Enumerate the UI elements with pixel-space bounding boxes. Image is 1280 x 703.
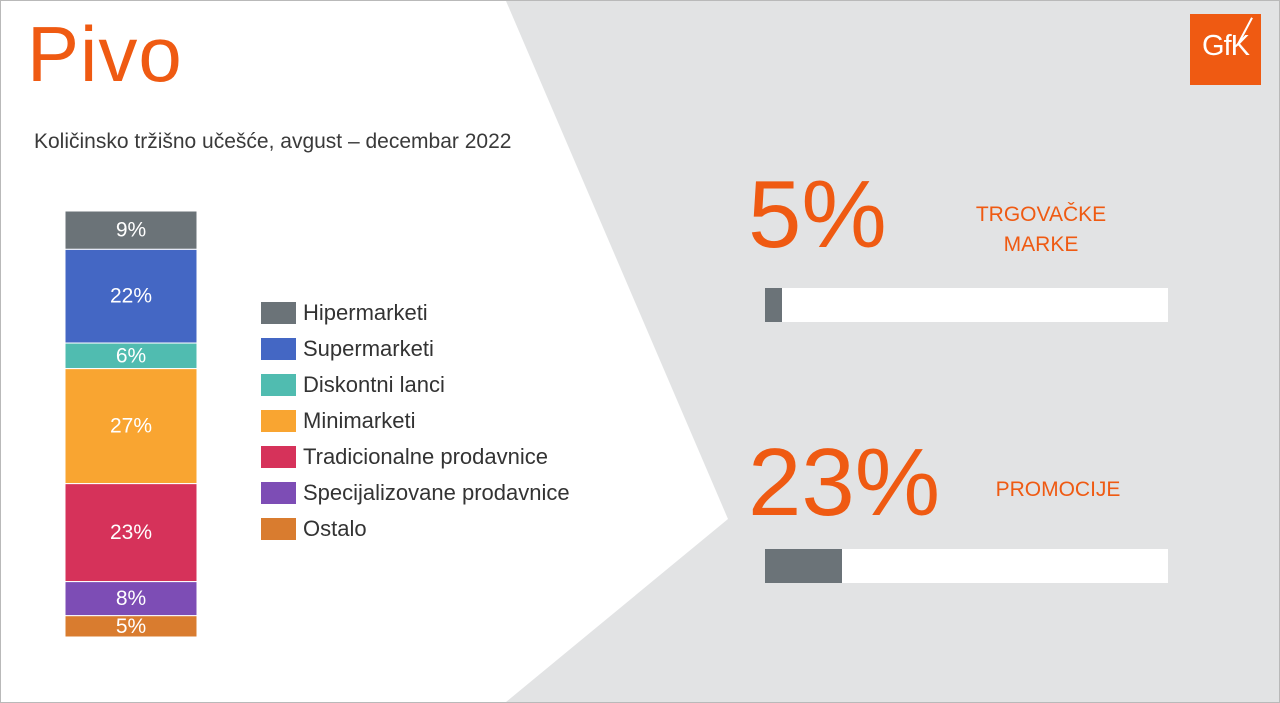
- stacked-bar-chart: 9% 22% 6% 27% 23% 8% 5%: [64, 210, 198, 638]
- legend-swatch: [261, 338, 296, 360]
- kpi-value-promotions: 23%: [748, 429, 941, 536]
- bar-segment-label: 5%: [116, 615, 146, 638]
- legend-label: Tradicionalne prodavnice: [303, 444, 548, 469]
- kpi-label-promotions: PROMOCIJE: [963, 475, 1153, 505]
- legend-swatch: [261, 518, 296, 540]
- legend-label: Ostalo: [303, 516, 367, 541]
- bar-segment-label: 8%: [116, 587, 146, 610]
- bar-segment-label: 22%: [110, 285, 152, 308]
- gfk-logo: GfK: [1190, 14, 1261, 85]
- logo-text: GfK: [1202, 30, 1250, 62]
- bar-segment-label: 27%: [110, 415, 152, 438]
- kpi-label-line: TRGOVAČKE: [975, 203, 1107, 226]
- bar-segment: [64, 483, 198, 583]
- kpi-label-line: MARKE: [1003, 233, 1079, 256]
- bar-segment-label: 6%: [116, 344, 146, 367]
- kpi-label-line: PROMOCIJE: [995, 478, 1121, 501]
- legend-label: Supermarketi: [303, 336, 434, 361]
- page-subtitle: Količinsko tržišno učešće, avgust – dece…: [34, 130, 512, 153]
- kpi-bar-track: [765, 549, 1168, 583]
- legend-label: Minimarketi: [303, 408, 416, 433]
- legend-swatch: [261, 410, 296, 432]
- legend-swatch: [261, 374, 296, 396]
- legend-swatch: [261, 302, 296, 324]
- bar-segment: [64, 581, 198, 617]
- bar-segment-label: 9%: [116, 219, 146, 242]
- bar-segment: [64, 248, 198, 344]
- kpi-value-private-labels: 5%: [748, 161, 887, 268]
- legend-label: Diskontni lanci: [303, 372, 445, 397]
- bar-segment: [64, 615, 198, 638]
- legend-swatch: [261, 446, 296, 468]
- page-title: Pivo: [27, 10, 183, 98]
- kpi-bar-fill: [765, 549, 842, 583]
- legend-swatch: [261, 482, 296, 504]
- kpi-bar-fill: [765, 288, 782, 322]
- bar-segment: [64, 342, 198, 370]
- bar-segment: [64, 368, 198, 485]
- legend-label: Hipermarketi: [303, 300, 428, 325]
- legend-label: Specijalizovane prodavnice: [303, 480, 570, 505]
- bar-segment-label: 23%: [110, 521, 152, 544]
- kpi-label-private-labels: TRGOVAČKE MARKE: [946, 200, 1136, 260]
- kpi-bar-track: [765, 288, 1168, 322]
